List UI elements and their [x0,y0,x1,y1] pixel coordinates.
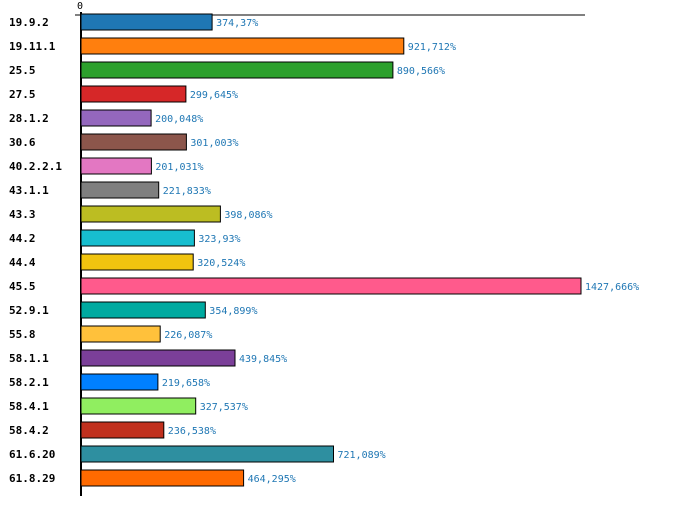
bar-44-4 [80,253,194,271]
value-label: 890,566% [397,66,445,77]
category-label: 43.1.1 [9,184,49,197]
category-label: 55.8 [9,328,36,341]
bar-58-1-1 [80,349,236,367]
value-label: 221,833% [163,186,211,197]
category-label: 58.1.1 [9,352,49,365]
value-label: 201,031% [155,162,203,173]
category-label: 19.9.2 [9,16,49,29]
bar-43-3 [80,205,221,223]
value-label: 219,658% [162,378,210,389]
value-label: 921,712% [408,42,456,53]
value-label: 323,93% [198,234,240,245]
bar-61-6-20 [80,445,334,463]
category-label: 45.5 [9,280,36,293]
value-label: 299,645% [190,90,238,101]
category-label: 28.1.2 [9,112,49,125]
bar-58-4-2 [80,421,165,439]
value-label: 236,538% [168,426,216,437]
category-label: 43.3 [9,208,36,221]
bar-55-8 [80,325,161,343]
bar-52-9-1 [80,301,206,319]
category-label: 25.5 [9,64,36,77]
category-label: 40.2.2.1 [9,160,62,173]
category-label: 58.4.1 [9,400,49,413]
bar-30-6 [80,133,187,151]
value-label: 226,087% [164,330,212,341]
category-label: 19.11.1 [9,40,56,53]
category-label: 61.8.29 [9,472,55,485]
bar-43-1-1 [80,181,160,199]
bar-40-2-2-1 [80,157,152,175]
value-label: 464,295% [248,474,296,485]
category-label: 61.6.20 [9,448,55,461]
value-label: 1427,666% [585,282,639,293]
x-tick-label-0: 0 [77,1,83,12]
bar-28-1-2 [80,109,152,127]
value-label: 439,845% [239,354,287,365]
value-label: 200,048% [155,114,203,125]
category-label: 58.2.1 [9,376,49,389]
category-label: 58.4.2 [9,424,49,437]
bar-58-2-1 [80,373,159,391]
value-label: 721,089% [338,450,386,461]
bar-61-8-29 [80,469,245,487]
bar-27-5 [80,85,187,103]
category-label: 44.4 [9,256,36,269]
category-label: 44.2 [9,232,36,245]
value-label: 327,537% [200,402,248,413]
value-label: 301,003% [190,138,238,149]
bar-44-2 [80,229,195,247]
category-label: 30.6 [9,136,36,149]
value-label: 374,37% [216,18,258,29]
value-label: 354,899% [209,306,257,317]
bar-19-11-1 [80,37,405,55]
bar-19-9-2 [80,13,213,31]
value-label: 320,524% [197,258,245,269]
category-label: 27.5 [9,88,36,101]
category-label: 52.9.1 [9,304,49,317]
bar-45-5 [80,277,582,295]
bar-58-4-1 [80,397,197,415]
value-label: 398,086% [224,210,272,221]
bar-25-5 [80,61,394,79]
